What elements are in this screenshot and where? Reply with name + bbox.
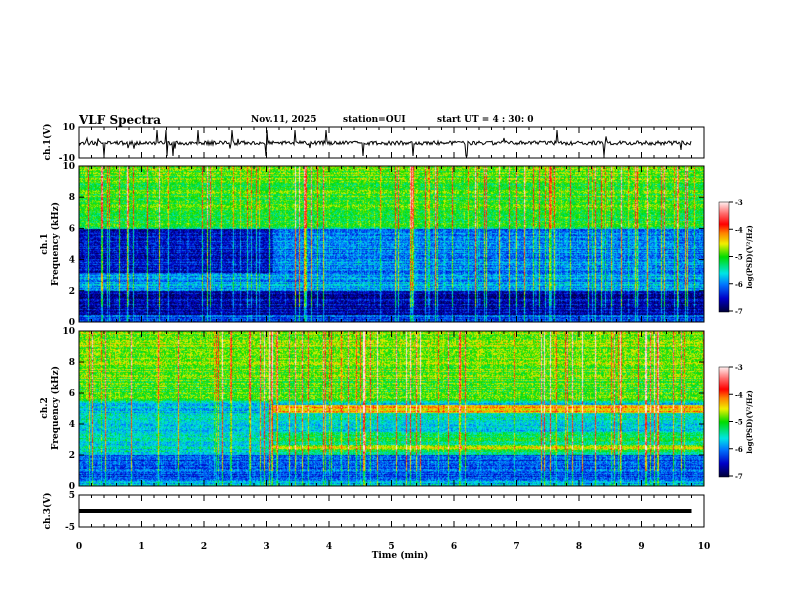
colorbar-label: log(PSD)(V²/Hz)	[745, 390, 754, 454]
ch1-y-tick-label: -10	[59, 154, 75, 164]
y-axis-label: ch.3(V)	[42, 493, 53, 530]
spec2-y-tick-label: 2	[69, 451, 75, 461]
date-label: Nov.11, 2025	[251, 115, 317, 125]
colorbar-2	[719, 367, 729, 477]
spec2-y-tick-label: 4	[69, 420, 75, 430]
ch3-y-tick-label: -5	[65, 523, 75, 533]
x-tick-label: 8	[576, 542, 582, 552]
colorbar-tick-label: -7	[735, 472, 743, 481]
spec1-y-tick-label: 6	[69, 224, 75, 234]
ch1-waveform-line	[79, 129, 692, 157]
x-tick-label: 2	[201, 542, 207, 552]
colorbar-tick-label: -5	[735, 253, 743, 262]
x-tick-label: 10	[698, 542, 711, 552]
colorbar-tick-label: -3	[735, 363, 743, 372]
colorbar-tick-label: -6	[735, 445, 743, 454]
station-label: station=OUI	[343, 115, 406, 125]
panel-frame	[78, 165, 705, 323]
colorbar-tick-label: -6	[735, 280, 743, 289]
y-axis-label: ch.1Frequency (kHz)	[40, 202, 61, 286]
colorbar-tick-label: -3	[735, 198, 743, 207]
spec1-y-tick-label: 10	[62, 162, 75, 172]
spec1-y-tick-label: 2	[69, 287, 75, 297]
x-tick-label: 0	[76, 542, 82, 552]
x-tick-label: 3	[263, 542, 269, 552]
colorbar-tick-label: -4	[735, 225, 743, 234]
spec1-y-tick-label: 0	[69, 318, 75, 328]
colorbar-1	[719, 202, 729, 312]
ch1-spectrogram	[79, 166, 704, 322]
colorbar-frame	[718, 366, 730, 478]
ch1-y-tick-label: 10	[62, 123, 75, 133]
spec2-y-tick-label: 10	[62, 327, 75, 337]
spec1-y-tick-label: 4	[69, 256, 75, 266]
x-tick-label: 9	[638, 542, 644, 552]
x-tick-label: 6	[451, 542, 457, 552]
ch3-y-tick-label: 5	[69, 491, 75, 501]
spec2-y-tick-label: 8	[69, 358, 75, 368]
colorbar-label: log(PSD)(V²/Hz)	[745, 225, 754, 289]
spec2-y-tick-label: 6	[69, 389, 75, 399]
y-axis-label: ch.2Frequency (kHz)	[40, 366, 61, 450]
ch2-spectrogram	[79, 331, 704, 486]
colorbar-tick-label: -4	[735, 390, 743, 399]
y-axis-label: ch.1(V)	[42, 124, 53, 161]
x-tick-label: 5	[388, 542, 394, 552]
start-time-label: start UT = 4 : 30: 0	[437, 115, 534, 125]
spec2-y-tick-label: 0	[69, 482, 75, 492]
colorbar-tick-label: -7	[735, 307, 743, 316]
plot-title: VLF Spectra	[79, 113, 162, 127]
x-axis-label: Time (min)	[372, 550, 429, 561]
x-tick-label: 7	[513, 542, 519, 552]
spec1-y-tick-label: 8	[69, 193, 75, 203]
x-tick-label: 1	[138, 542, 144, 552]
x-tick-label: 4	[326, 542, 332, 552]
colorbar-tick-label: -5	[735, 418, 743, 427]
panel-frame	[78, 330, 705, 487]
colorbar-frame	[718, 201, 730, 313]
